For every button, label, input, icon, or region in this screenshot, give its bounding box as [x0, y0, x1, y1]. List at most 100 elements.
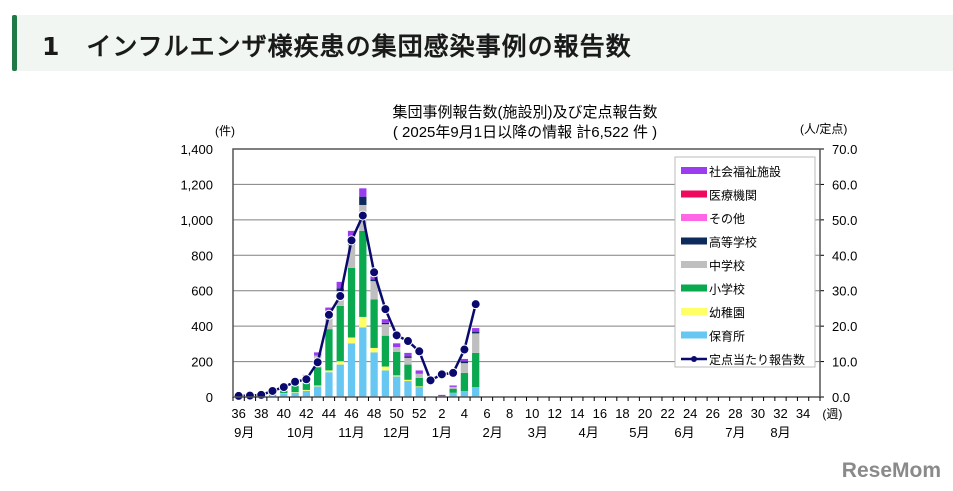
month-label: 4月: [578, 425, 598, 440]
bar-segment: [381, 366, 390, 371]
bar-segment: [336, 305, 344, 362]
legend-label: 幼稚園: [709, 306, 745, 320]
y-tick-left: 200: [191, 355, 213, 370]
line-point: [335, 291, 346, 302]
legend-marker: [691, 356, 697, 362]
month-label: 11月: [338, 425, 365, 440]
bar-segment: [291, 392, 299, 393]
line-point: [323, 309, 334, 320]
legend-label: その他: [709, 212, 745, 226]
bar-segment: [280, 393, 288, 397]
bar-segment: [314, 386, 322, 397]
bar-segment: [370, 352, 378, 397]
bar-segment: [370, 299, 378, 348]
bar-segment: [359, 230, 367, 317]
line-point: [448, 367, 459, 378]
legend-swatch: [681, 214, 707, 221]
month-label: 10月: [287, 425, 314, 440]
left-axis-label: (件): [215, 124, 235, 138]
bar-segment: [314, 385, 322, 387]
legend-swatch: [681, 190, 707, 198]
bar-segment: [404, 357, 412, 365]
y-tick-left: 600: [191, 284, 213, 299]
bar-segment: [460, 390, 469, 397]
bar-segment: [359, 196, 367, 205]
line-point: [459, 344, 470, 355]
bar-segment: [336, 288, 344, 292]
resemom-logo: ReseMom: [841, 459, 941, 482]
bar-segment: [381, 322, 390, 325]
bar-segment: [370, 279, 378, 282]
x-tick-label: 38: [254, 406, 268, 421]
x-tick-label: 40: [277, 406, 291, 421]
x-tick-label: 36: [231, 406, 245, 421]
bar-segment: [314, 352, 322, 356]
bar-segment: [370, 347, 378, 353]
bar-segment: [325, 314, 333, 330]
x-tick-label: 10: [525, 406, 539, 421]
line-point: [470, 299, 481, 310]
bar-segment: [291, 385, 299, 393]
line-point: [369, 267, 380, 278]
bar-segment: [449, 392, 457, 397]
bar-segment: [472, 387, 480, 397]
x-tick-label: 50: [389, 406, 403, 421]
bar-segment: [359, 188, 367, 197]
y-tick-right: 10.0: [832, 355, 857, 370]
y-tick-right: 30.0: [832, 284, 857, 299]
bar-segment: [404, 356, 412, 358]
x-tick-label: 22: [660, 406, 674, 421]
bar-segment: [393, 376, 401, 397]
line-point: [256, 389, 267, 400]
y-tick-right: 50.0: [832, 213, 857, 228]
x-tick-label: 16: [593, 406, 607, 421]
line-point: [436, 369, 447, 380]
right-axis-label: (人/定点): [800, 121, 847, 136]
x-tick-label: 30: [751, 406, 765, 421]
bar-segment: [359, 327, 367, 397]
x-tick-label: 2: [438, 406, 445, 421]
chart-title: 集団事例報告数(施設別)及び定点報告数: [393, 104, 658, 121]
bar-segment: [415, 377, 423, 387]
bar-segment: [449, 386, 457, 389]
y-tick-right: 60.0: [832, 177, 857, 192]
x-tick-label: 4: [461, 406, 468, 421]
line-point: [233, 390, 244, 401]
bar-segment: [336, 361, 344, 365]
month-label: 12月: [383, 425, 410, 440]
month-label: 5月: [629, 425, 649, 440]
month-label: 1月: [432, 425, 452, 440]
y-tick-right: 20.0: [832, 319, 857, 334]
x-tick-label: 42: [299, 406, 313, 421]
bar-segment: [359, 316, 367, 328]
bar-segment: [393, 352, 401, 376]
y-tick-left: 400: [191, 319, 213, 334]
x-tick-label: 6: [483, 406, 490, 421]
bar-segment: [415, 386, 423, 388]
x-tick-label: 18: [615, 406, 629, 421]
bar-segment: [472, 352, 480, 388]
bar-segment: [415, 387, 423, 397]
x-tick-label: 52: [412, 406, 426, 421]
bar-segment: [460, 361, 469, 364]
month-label: 2月: [483, 425, 503, 440]
x-tick-label: 12: [547, 406, 561, 421]
bar-segment: [347, 267, 356, 338]
month-label: 7月: [725, 425, 745, 440]
legend-label: 中学校: [709, 258, 745, 273]
line-point: [267, 385, 278, 396]
bar-segment: [370, 276, 378, 280]
line-point: [380, 304, 391, 315]
bar-segment: [460, 363, 469, 373]
bar-segment: [302, 389, 311, 391]
line-point: [312, 357, 323, 368]
legend-swatch: [681, 237, 707, 245]
bar-segment: [393, 343, 401, 348]
y-tick-left: 0: [206, 390, 213, 405]
bar-segment: [336, 281, 344, 289]
x-tick-label: 28: [728, 406, 742, 421]
header-accent-bar: [12, 15, 17, 71]
bar-segment: [347, 244, 356, 268]
y-tick-right: 0.0: [832, 390, 850, 405]
bar-segment: [381, 319, 390, 323]
